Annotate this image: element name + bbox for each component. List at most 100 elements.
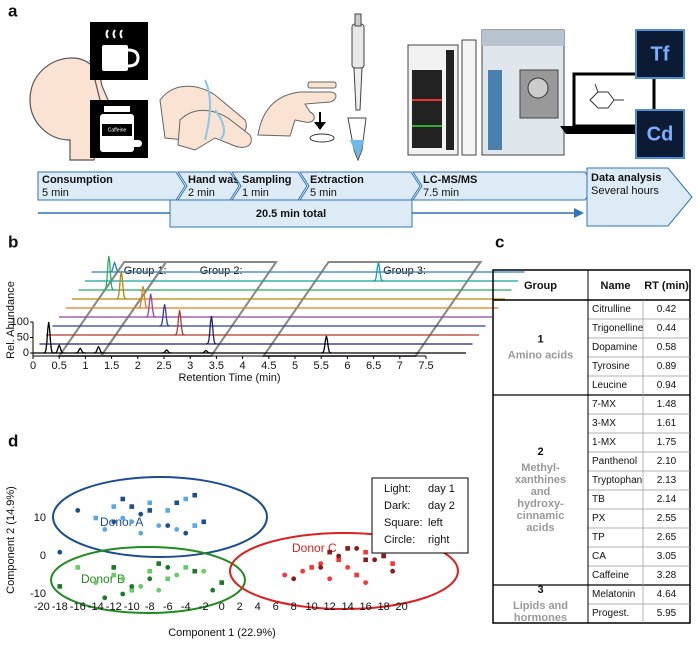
retention-time: 0.44 <box>657 323 677 334</box>
x-tick-label: 2 <box>135 360 141 372</box>
x-tick-label: 3 <box>187 360 193 372</box>
step-name: Consumption <box>42 174 113 186</box>
point <box>309 565 314 570</box>
y-axis-title: Component 2 (14.9%) <box>5 486 17 594</box>
point <box>300 568 306 574</box>
point <box>75 565 81 570</box>
x-tick-label: 12 <box>324 601 336 613</box>
column-header: RT (min) <box>644 280 689 292</box>
point <box>219 580 225 585</box>
peak <box>43 321 55 354</box>
retention-time: 3.28 <box>657 570 677 581</box>
point <box>372 557 378 563</box>
hands-icon-part <box>204 79 225 141</box>
retention-time: 5.95 <box>657 608 677 619</box>
point <box>138 511 144 517</box>
head-icon-part <box>29 57 109 161</box>
compound-name: Progest. <box>592 608 629 619</box>
point <box>174 572 180 578</box>
x-tick-label: 10 <box>306 601 318 613</box>
retention-time: 2.14 <box>657 494 677 505</box>
point <box>120 515 126 521</box>
compound-name: TP <box>592 532 605 543</box>
compound-name: Tyrosine <box>592 361 630 372</box>
step-duration: Several hours <box>591 185 659 197</box>
peak <box>321 335 332 354</box>
point <box>174 527 180 532</box>
point <box>336 557 341 563</box>
point <box>192 523 198 528</box>
peak <box>74 347 86 354</box>
compound-name: Citrulline <box>592 304 631 315</box>
x-tick-label: 3.5 <box>209 360 224 372</box>
compound-name: Tryptophan <box>592 475 642 486</box>
group-label: Group 3: <box>383 265 426 277</box>
x-tick-label: 4 <box>255 601 261 613</box>
x-tick-label: 14 <box>342 601 354 613</box>
point <box>381 553 386 559</box>
retention-time: 2.10 <box>657 456 677 467</box>
peak <box>103 255 115 291</box>
point <box>363 580 369 585</box>
peak <box>145 293 157 318</box>
column-header: Group <box>524 280 557 292</box>
x-tick-label: -18 <box>52 601 68 613</box>
point <box>147 500 153 506</box>
lcms-icon-part <box>482 30 564 46</box>
step-name: Data analysis <box>591 172 661 184</box>
group-label: Group 1: <box>124 265 167 277</box>
pill-icon-part <box>102 124 132 136</box>
point <box>192 568 198 574</box>
point <box>318 565 324 570</box>
legend-key: Circle: <box>384 534 415 546</box>
point <box>93 515 99 521</box>
x-tick-label: 0 <box>30 360 36 372</box>
laptop-icon-part <box>635 109 685 159</box>
donor-label: Donor A <box>100 515 143 529</box>
x-tick-label: 6 <box>273 601 279 613</box>
point <box>129 504 135 509</box>
x-tick-label: -16 <box>70 601 86 613</box>
finger-icon-part <box>309 133 335 143</box>
peak <box>115 271 127 300</box>
laptop-icon-part <box>635 29 685 79</box>
x-tick-label: 20 <box>396 601 408 613</box>
x-tick-label: 7.5 <box>418 360 433 372</box>
x-tick-label: -12 <box>106 601 122 613</box>
group-label: Methyl- <box>521 462 560 474</box>
finger-icon-part <box>307 81 337 89</box>
compound-name: Melatonin <box>592 589 635 600</box>
point <box>147 576 153 582</box>
retention-time: 1.75 <box>657 437 677 448</box>
y-tick-label: -10 <box>30 588 46 600</box>
laptop-icon <box>560 29 685 159</box>
peak <box>161 349 172 354</box>
step-name: LC-MS/MS <box>423 174 477 186</box>
group-label: hormones <box>514 612 567 624</box>
x-tick-label: -2 <box>199 601 209 613</box>
group-box <box>261 261 483 357</box>
group-number: 3 <box>537 584 543 596</box>
mug-icon-part <box>127 48 140 68</box>
compound-name: 7-MX <box>592 399 616 410</box>
pipette-icon-part <box>350 140 364 158</box>
step-duration: 5 min <box>42 187 69 199</box>
lcms-icon-part <box>488 70 502 150</box>
x-tick-label: -20 <box>34 601 50 613</box>
group-number: 2 <box>537 446 543 458</box>
x-axis-title: Component 1 (22.9%) <box>168 627 276 639</box>
x-tick-label: -6 <box>163 601 173 613</box>
point <box>345 546 350 551</box>
compound-name: Panthenol <box>592 456 637 467</box>
x-tick-label: 5.5 <box>314 360 329 372</box>
compound-name: Leucine <box>592 380 627 391</box>
donor-label: Donor B <box>81 572 125 586</box>
x-tick-label: 5 <box>292 360 298 372</box>
lcms-icon-part <box>412 70 442 148</box>
hands-icon <box>159 79 252 151</box>
group-label: Amino acids <box>508 349 573 361</box>
step-duration: 5 min <box>310 187 337 199</box>
